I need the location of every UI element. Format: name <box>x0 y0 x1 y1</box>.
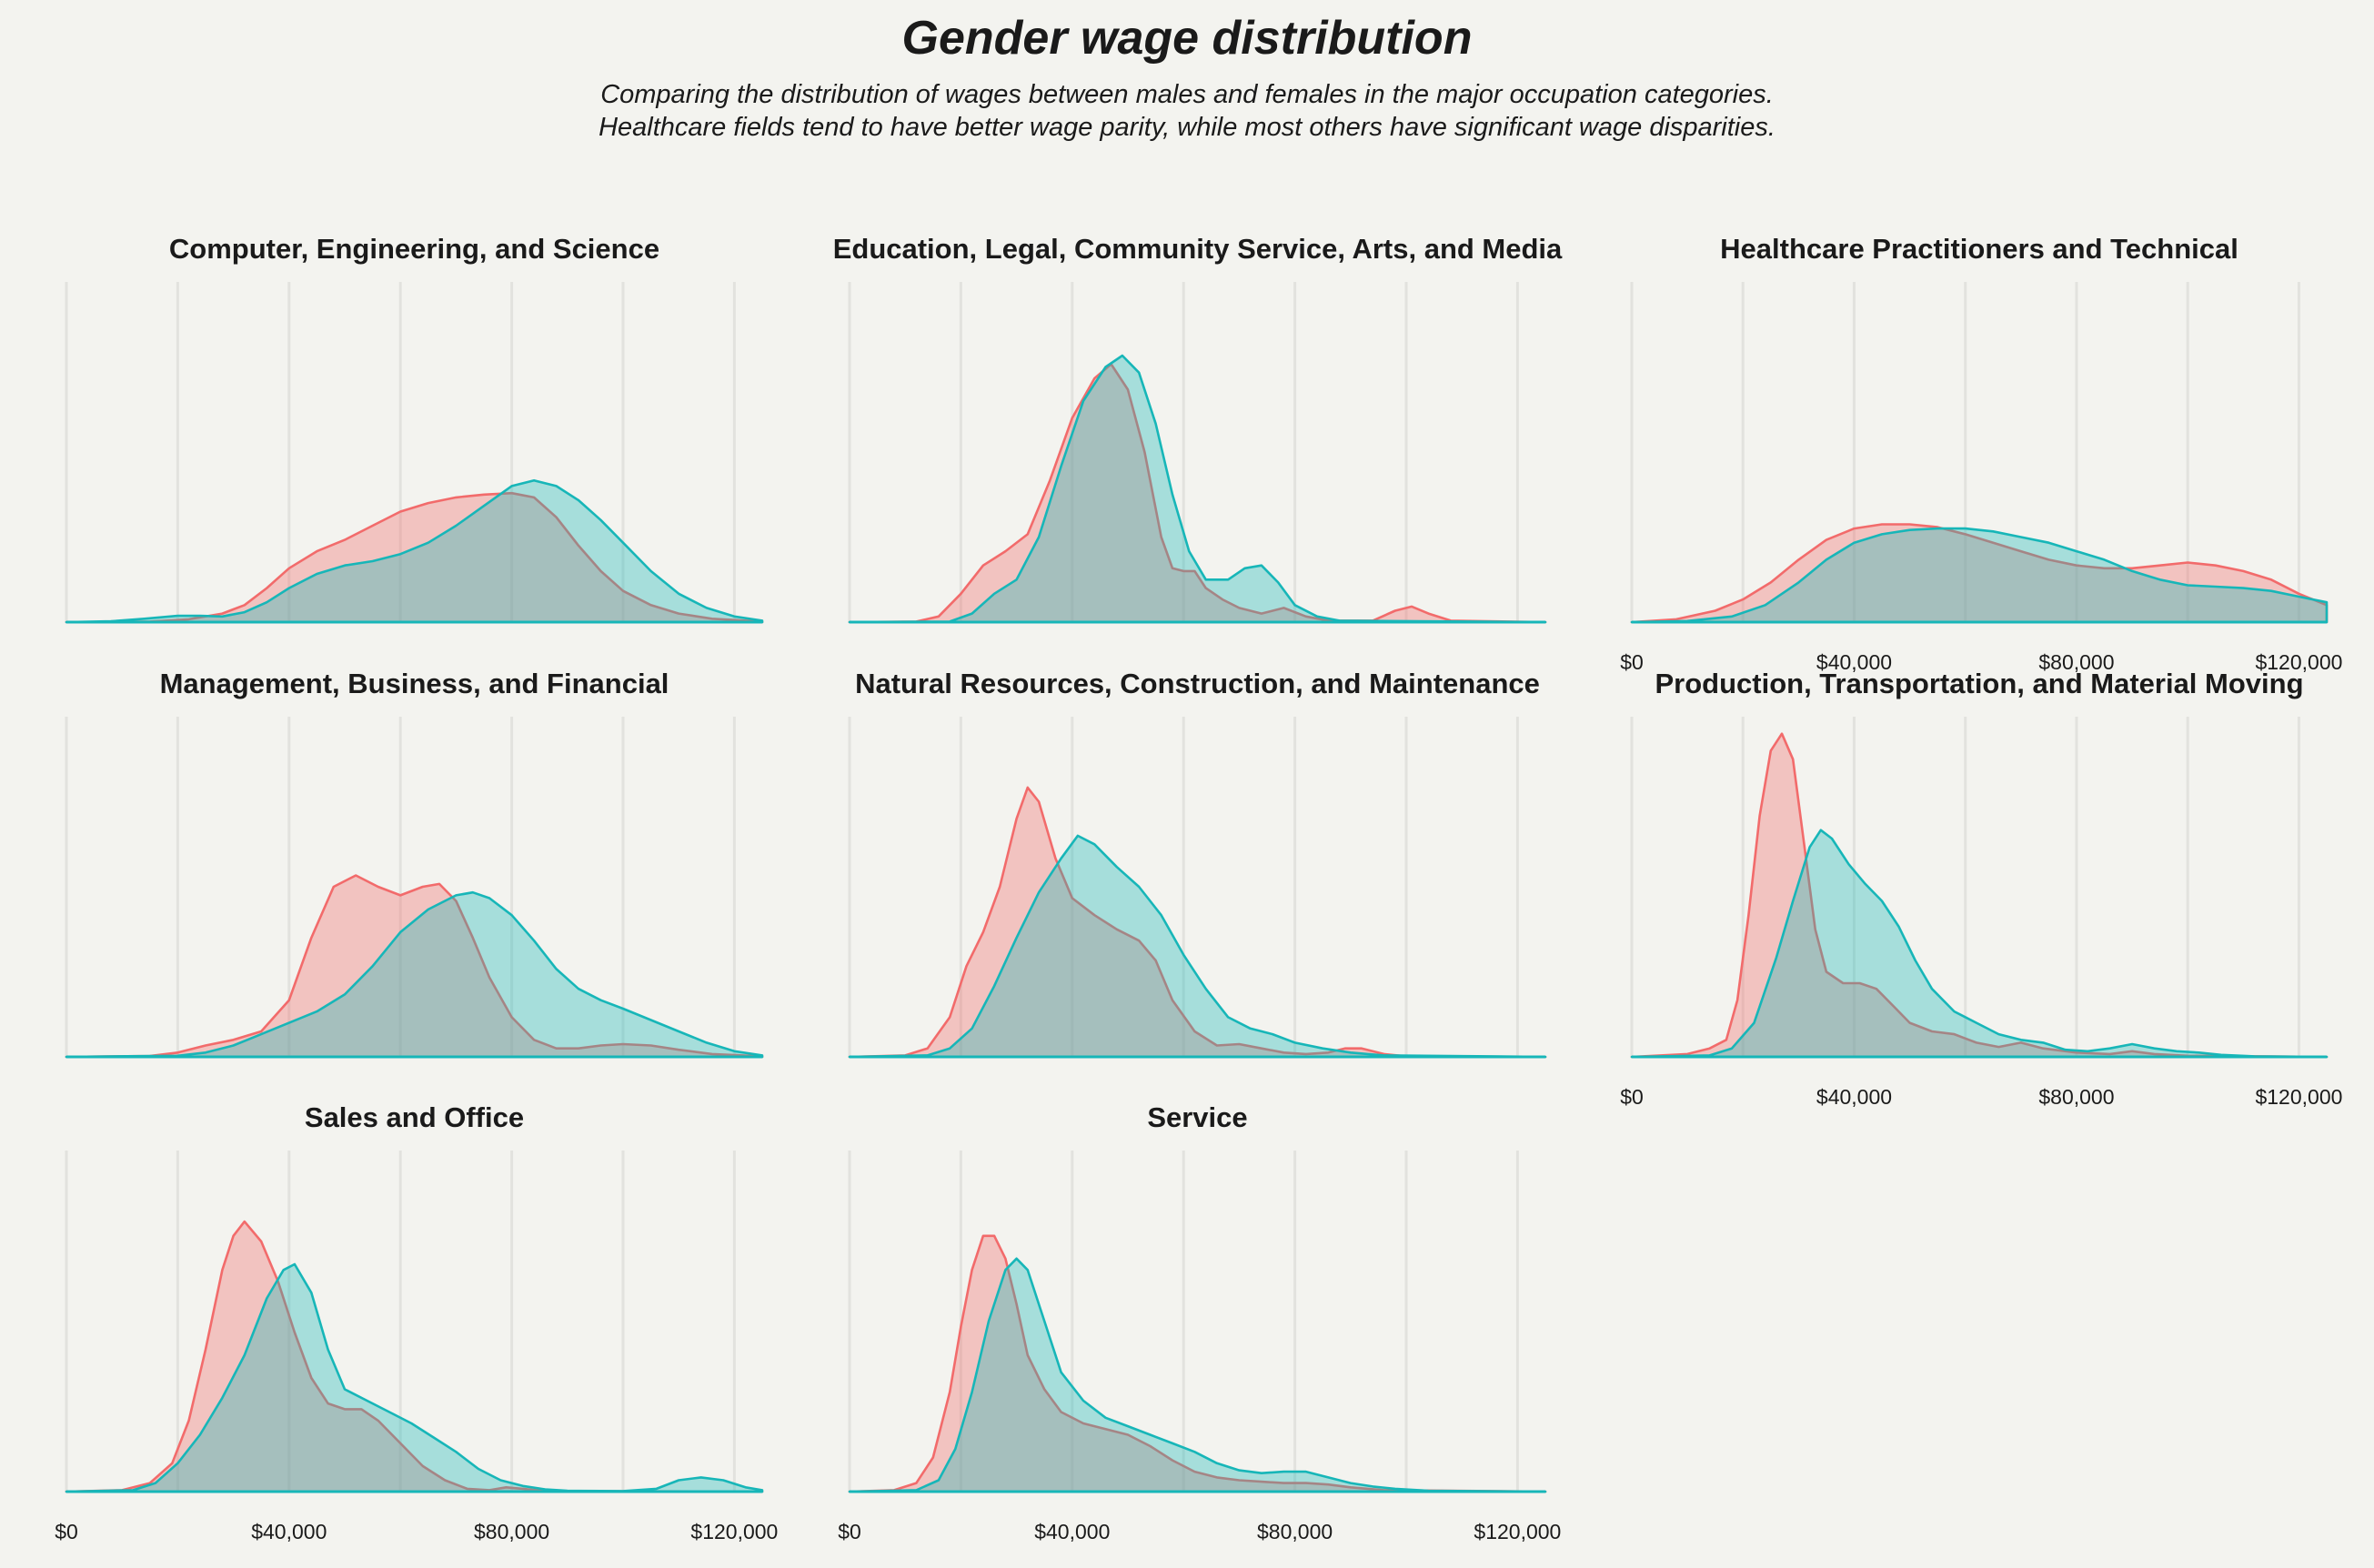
x-tick-label: $80,000 <box>2038 1085 2114 1109</box>
density-area-male <box>848 834 1547 1059</box>
x-tick-label: $0 <box>838 1520 861 1543</box>
facet-panel: Computer, Engineering, and Science <box>65 233 764 624</box>
chart-subtitle: Comparing the distribution of wages betw… <box>0 78 2374 144</box>
density-area-male <box>65 1262 764 1493</box>
panel-title: Natural Resources, Construction, and Mai… <box>855 668 1540 699</box>
facet-panel: Natural Resources, Construction, and Mai… <box>848 668 1547 1059</box>
x-tick-label: $120,000 <box>2255 650 2342 674</box>
facet-panel: Sales and Office $0 $40,000 $80,000 $120,000 <box>55 1101 778 1543</box>
x-tick-label: $80,000 <box>474 1520 549 1543</box>
facet-panel: Management, Business, and Financial <box>65 668 764 1059</box>
density-area-male <box>1630 829 2329 1059</box>
x-tick-label: $120,000 <box>690 1520 778 1543</box>
x-tick-label: $120,000 <box>2255 1085 2342 1109</box>
panel-title: Sales and Office <box>305 1101 524 1133</box>
x-tick-label: $40,000 <box>1816 650 1892 674</box>
facet-panel: Service $0 $40,000 $80,000 $120,000 <box>838 1101 1561 1543</box>
facet-panel: Production, Transportation, and Material… <box>1620 668 2342 1109</box>
panel-title: Healthcare Practitioners and Technical <box>1720 233 2238 265</box>
subtitle-line-2: Healthcare fields tend to have better wa… <box>599 113 1775 142</box>
x-tick-label: $120,000 <box>1474 1520 1561 1543</box>
x-tick-label: $80,000 <box>1257 1520 1333 1543</box>
density-area-female <box>848 363 1547 624</box>
x-tick-label: $0 <box>1620 1085 1644 1109</box>
density-area-male <box>848 354 1547 624</box>
density-area-male <box>848 1257 1547 1493</box>
panel-title: Computer, Engineering, and Science <box>169 233 659 265</box>
x-tick-label: $80,000 <box>2038 650 2114 674</box>
subtitle-line-1: Comparing the distribution of wages betw… <box>600 80 1774 109</box>
panel-title: Service <box>1147 1101 1247 1133</box>
panel-title: Production, Transportation, and Material… <box>1655 668 2303 699</box>
panel-title: Education, Legal, Community Service, Art… <box>833 233 1563 265</box>
density-area-female <box>1630 523 2329 624</box>
density-area-female <box>1630 732 2329 1059</box>
chart-title: Gender wage distribution <box>901 12 1473 65</box>
x-tick-label: $0 <box>1620 650 1644 674</box>
density-area-female <box>848 786 1547 1059</box>
density-area-female <box>65 1220 764 1493</box>
density-area-female <box>848 1234 1547 1493</box>
density-area-male <box>65 890 764 1059</box>
panel-title: Management, Business, and Financial <box>160 668 669 699</box>
density-area-female <box>65 874 764 1059</box>
density-area-female <box>65 491 764 624</box>
density-area-male <box>1630 527 2329 624</box>
facet-panel: Healthcare Practitioners and Technical $0… <box>1620 233 2342 674</box>
x-tick-label: $0 <box>55 1520 78 1543</box>
x-tick-label: $40,000 <box>1034 1520 1110 1543</box>
density-area-male <box>65 478 764 624</box>
x-tick-label: $40,000 <box>1816 1085 1892 1109</box>
x-tick-label: $40,000 <box>251 1520 327 1543</box>
facet-panel: Education, Legal, Community Service, Art… <box>833 233 1563 624</box>
